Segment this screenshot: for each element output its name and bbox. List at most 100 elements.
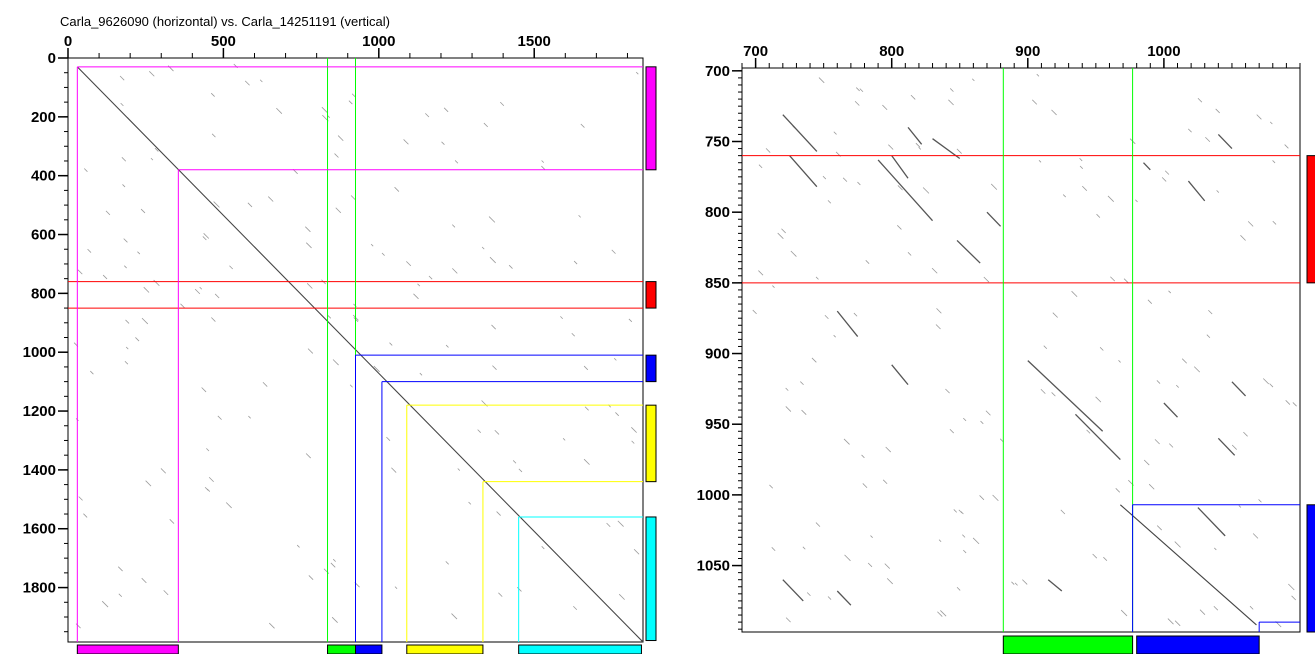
x-tick-label: 700	[743, 43, 768, 60]
noise-dot	[1199, 609, 1206, 615]
noise-dot	[802, 546, 806, 550]
noise-dot	[1022, 579, 1028, 585]
noise-dot	[194, 288, 201, 295]
noise-dot	[120, 102, 124, 107]
green-horizontal-region-bar	[327, 644, 357, 654]
noise-dot	[882, 479, 888, 485]
noise-dot	[1231, 444, 1237, 450]
noise-dot	[180, 303, 185, 309]
noise-dot	[884, 563, 891, 569]
noise-dot	[990, 183, 998, 190]
noise-dot	[931, 267, 938, 274]
y-tick-label: 1400	[23, 462, 56, 479]
noise-dot	[373, 365, 380, 373]
noise-dot	[580, 123, 585, 128]
noise-dot	[583, 365, 589, 371]
noise-dot	[1284, 144, 1289, 149]
noise-dot	[818, 77, 825, 84]
noise-dot	[953, 509, 957, 513]
noise-dot	[918, 146, 922, 150]
noise-dot	[1032, 99, 1038, 105]
noise-dot	[1213, 605, 1219, 611]
noise-dot	[83, 513, 88, 518]
noise-dot	[633, 548, 640, 555]
noise-dot	[1051, 392, 1056, 397]
noise-dot	[857, 181, 861, 186]
noise-dot	[1051, 109, 1057, 116]
noise-dot	[403, 139, 409, 145]
noise-dot	[351, 93, 356, 98]
noise-dot	[1252, 533, 1259, 539]
noise-dot	[1262, 378, 1270, 385]
noise-dot	[573, 260, 578, 265]
noise-dot	[844, 554, 851, 562]
noise-dot	[771, 547, 776, 552]
noise-dot	[305, 226, 311, 233]
noise-dot	[1174, 541, 1181, 548]
noise-dot	[1272, 220, 1277, 225]
noise-dot	[135, 337, 140, 342]
y-tick-label: 800	[705, 204, 730, 221]
noise-dot	[571, 332, 575, 337]
alignment-segment	[877, 159, 934, 222]
noise-dot	[331, 616, 338, 623]
noise-dot	[772, 285, 775, 288]
noise-dot	[992, 494, 999, 502]
alignment-segment	[1163, 402, 1178, 418]
noise-dot	[119, 75, 125, 81]
noise-dot	[481, 246, 485, 250]
noise-dot	[247, 202, 253, 208]
noise-dot	[1175, 384, 1179, 388]
noise-dot	[457, 468, 461, 471]
noise-dot	[332, 359, 339, 366]
noise-dot	[203, 233, 210, 239]
noise-dot	[306, 283, 313, 289]
noise-dot	[971, 78, 975, 82]
noise-dot	[1036, 73, 1040, 77]
noise-dot	[122, 184, 126, 188]
noise-dot	[141, 577, 147, 584]
noise-dot	[149, 71, 155, 77]
noise-dot	[972, 537, 980, 545]
noise-dot	[785, 406, 792, 412]
noise-dot	[406, 261, 412, 267]
noise-dot	[922, 187, 930, 194]
noise-dot	[910, 94, 916, 100]
noise-dot	[888, 144, 894, 150]
noise-dot	[512, 460, 517, 464]
noise-dot	[833, 131, 837, 135]
noise-dot	[822, 175, 827, 180]
noise-dot	[1272, 160, 1276, 164]
noise-dot	[145, 480, 152, 487]
alignment-segment	[956, 239, 981, 264]
noise-dot	[262, 381, 268, 387]
blue-vertical-region-bar	[645, 354, 657, 383]
noise-dot	[154, 147, 159, 152]
noise-dot	[259, 79, 263, 83]
noise-dot	[790, 250, 797, 257]
noise-dot	[1174, 620, 1181, 627]
noise-dot	[1206, 334, 1211, 339]
noise-dot	[752, 309, 757, 315]
noise-dot	[1216, 190, 1220, 193]
noise-dot	[386, 436, 391, 441]
alignment-segment	[789, 155, 818, 188]
zoomed-dotplot: 700 800 900 1000 700 750 800 850 900 950 1000 1050	[697, 43, 1315, 654]
main-diagonal	[76, 66, 644, 643]
noise-dot	[370, 243, 374, 247]
noise-dot	[348, 100, 353, 105]
noise-dot	[244, 80, 250, 86]
noise-dot	[833, 334, 836, 338]
noise-dot	[229, 265, 234, 270]
noise-dot	[960, 511, 964, 515]
noise-dot	[101, 600, 109, 608]
noise-dot	[428, 275, 433, 280]
alignment-segment	[836, 590, 852, 606]
noise-dot	[211, 317, 216, 322]
noise-dot	[445, 561, 449, 565]
noise-dot	[758, 164, 763, 169]
alignment-segment	[1047, 579, 1063, 592]
noise-dot	[105, 210, 111, 216]
noise-dot	[307, 348, 314, 354]
noise-dot	[327, 315, 332, 319]
